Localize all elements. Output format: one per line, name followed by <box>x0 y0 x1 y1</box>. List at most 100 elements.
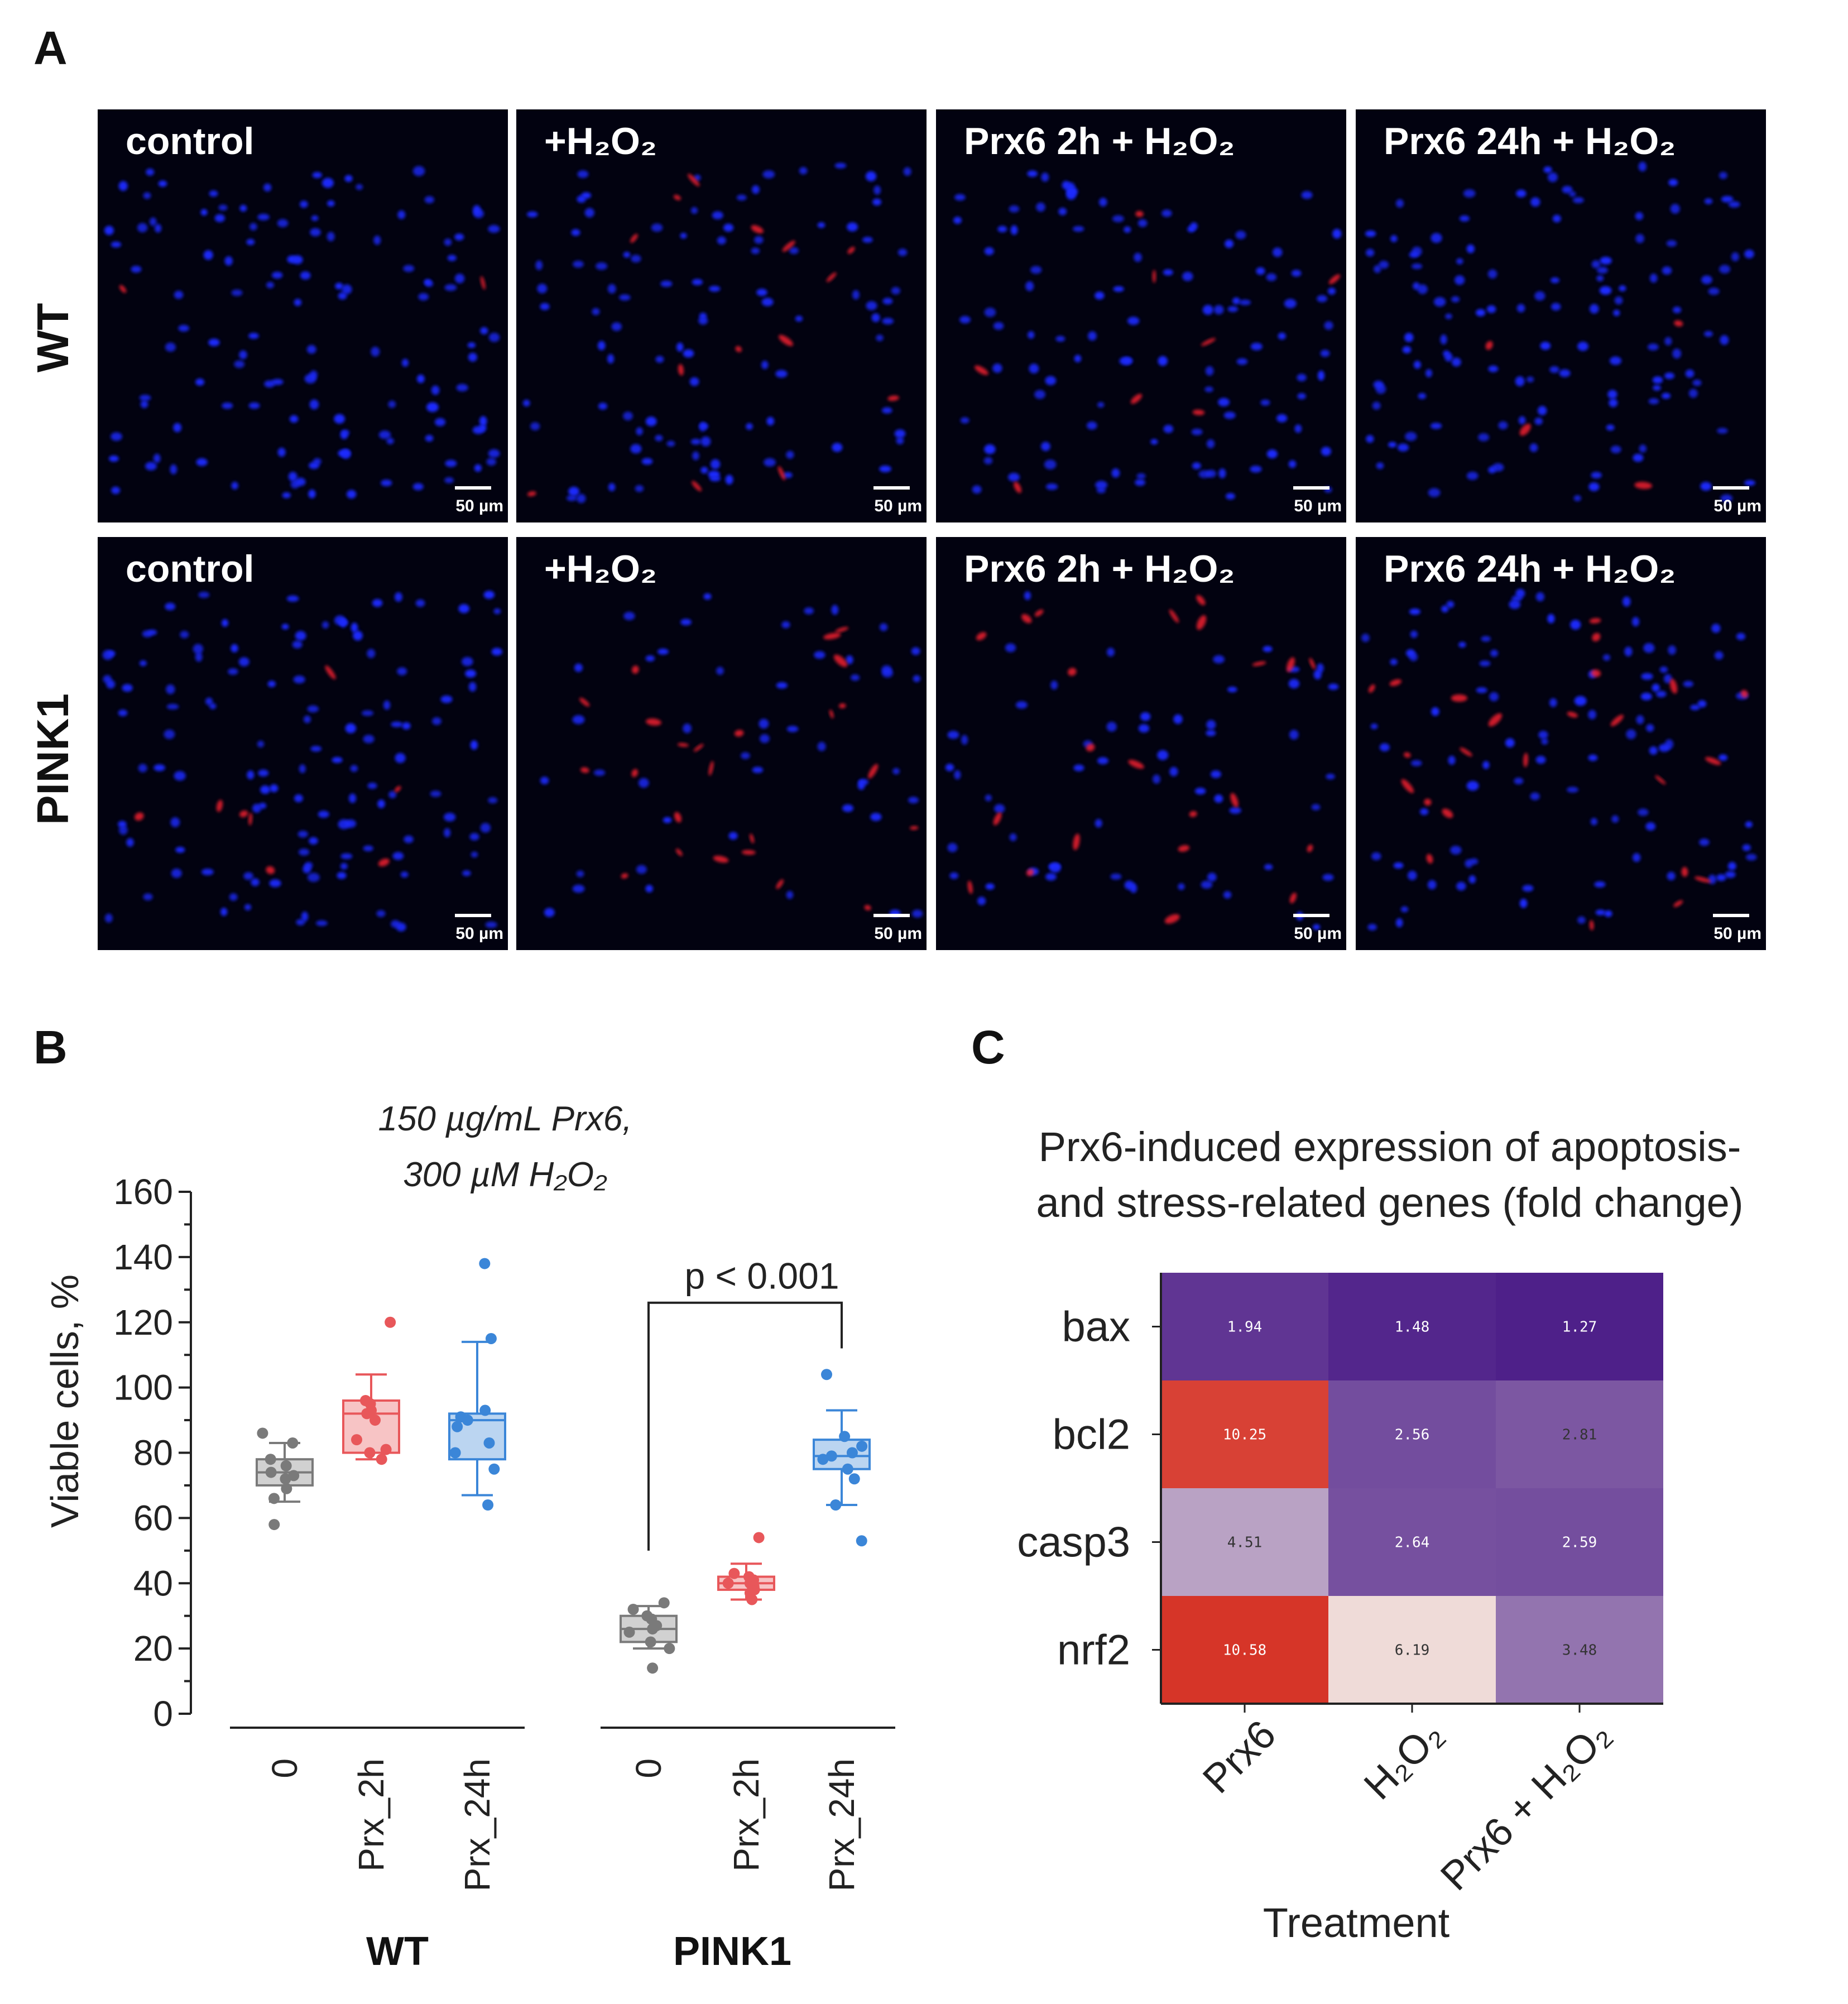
nucleus-marker <box>1095 819 1102 828</box>
red-signal-marker <box>1135 210 1144 217</box>
nucleus-marker <box>214 214 225 222</box>
nucleus-marker <box>1543 166 1552 173</box>
red-signal-marker <box>967 880 973 894</box>
nucleus-marker <box>154 224 162 233</box>
data-point <box>846 1447 858 1459</box>
nucleus-marker <box>1297 393 1306 400</box>
nucleus-marker <box>1685 369 1695 378</box>
heatmap-cell-fill <box>1161 1380 1328 1488</box>
nucleus-marker <box>703 593 712 600</box>
nucleus-marker <box>623 251 631 258</box>
nucleus-marker <box>1526 376 1534 383</box>
nucleus-marker <box>1412 246 1422 257</box>
nucleus-marker <box>1311 804 1321 811</box>
nucleus-marker <box>403 265 415 272</box>
red-signal-marker <box>1669 678 1678 694</box>
nucleus-marker <box>271 378 284 385</box>
micrograph-label: Prx6 24h + H₂O₂ <box>1384 548 1676 590</box>
nucleus-marker <box>623 411 633 421</box>
data-point <box>645 1636 656 1648</box>
nucleus-marker <box>1569 191 1576 197</box>
nucleus-marker <box>171 869 182 878</box>
red-signal-marker <box>975 365 988 375</box>
nucleus-marker <box>1036 202 1045 212</box>
nucleus-marker <box>1005 643 1016 653</box>
nucleus-marker <box>776 682 788 689</box>
nucleus-marker <box>1535 592 1545 602</box>
heatmap-cell-fill <box>1328 1488 1496 1596</box>
nucleus-marker <box>1649 274 1658 283</box>
red-signal-marker <box>1610 715 1624 727</box>
nucleus-marker <box>576 870 584 878</box>
nucleus-marker <box>1522 885 1534 892</box>
nucleus-marker <box>977 896 986 905</box>
nucleus-marker <box>111 432 122 441</box>
nucleus-marker <box>131 266 142 273</box>
red-signal-marker <box>1164 914 1180 924</box>
nucleus-marker <box>879 465 891 472</box>
micrograph-label: +H₂O₂ <box>544 120 657 162</box>
nucleus-marker <box>277 448 286 457</box>
nucleus-marker <box>277 219 289 228</box>
heatmap-cell-value: 4.51 <box>1227 1535 1263 1551</box>
heatmap-cell-bcl2-1: 2.56 <box>1328 1380 1496 1488</box>
nucleus-marker <box>993 322 1004 330</box>
nucleus-marker <box>949 872 959 879</box>
nucleus-marker <box>311 215 319 221</box>
red-signal-marker <box>675 848 683 856</box>
nucleus-marker <box>350 765 358 772</box>
nucleus-marker <box>208 338 220 347</box>
nucleus-marker <box>786 450 794 459</box>
y-tick-label: 20 <box>133 1628 173 1669</box>
heatmap-cell-nrf2-0: 10.58 <box>1161 1596 1328 1704</box>
nucleus-marker <box>1466 472 1479 480</box>
micrograph-background <box>98 537 508 950</box>
nucleus-marker <box>1027 170 1038 177</box>
nucleus-marker <box>1095 291 1105 300</box>
nucleus-marker <box>140 400 148 409</box>
data-point <box>268 1519 280 1531</box>
micrograph-background <box>516 109 927 522</box>
nucleus-marker <box>153 764 165 771</box>
red-signal-marker <box>1591 669 1601 677</box>
nucleus-marker <box>762 170 775 179</box>
nucleus-marker <box>1278 332 1286 340</box>
red-signal-marker <box>1426 854 1433 864</box>
nucleus-marker <box>118 821 127 828</box>
nucleus-marker <box>1202 305 1213 315</box>
heatmap-cell-value: 2.81 <box>1562 1427 1597 1444</box>
nucleus-marker <box>1596 275 1604 282</box>
nucleus-marker <box>1260 399 1270 406</box>
red-signal-marker <box>135 812 144 821</box>
nucleus-marker <box>1367 923 1377 931</box>
nucleus-marker <box>1590 818 1598 826</box>
nucleus-marker <box>400 871 409 878</box>
box-wt-prx_2h <box>342 1316 400 1465</box>
red-signal-marker <box>1519 423 1531 436</box>
nucleus-marker <box>104 226 114 236</box>
red-signal-marker <box>1673 900 1683 907</box>
nucleus-marker <box>1609 398 1618 407</box>
nucleus-marker <box>728 832 738 840</box>
nucleus-marker <box>234 360 245 368</box>
heatmap-cell-nrf2-2: 3.48 <box>1496 1596 1663 1704</box>
nucleus-marker <box>337 871 347 879</box>
nucleus-marker <box>710 459 721 469</box>
heatmap-cell-value: 2.64 <box>1395 1535 1430 1551</box>
nucleus-marker <box>1725 871 1736 878</box>
data-point <box>848 1473 860 1485</box>
nucleus-marker <box>471 851 478 858</box>
nucleus-marker <box>338 449 351 457</box>
scale-bar-label: 50 µm <box>1294 497 1342 515</box>
nucleus-marker <box>608 483 616 492</box>
red-signal-marker <box>826 272 837 282</box>
nucleus-marker <box>912 909 923 918</box>
data-point <box>265 1454 276 1465</box>
nucleus-marker <box>690 439 701 445</box>
nucleus-marker <box>1574 696 1587 706</box>
nucleus-marker <box>983 457 993 464</box>
nucleus-marker <box>1433 297 1446 307</box>
data-point <box>658 1597 670 1609</box>
nucleus-marker <box>381 480 392 487</box>
nucleus-marker <box>488 225 500 233</box>
